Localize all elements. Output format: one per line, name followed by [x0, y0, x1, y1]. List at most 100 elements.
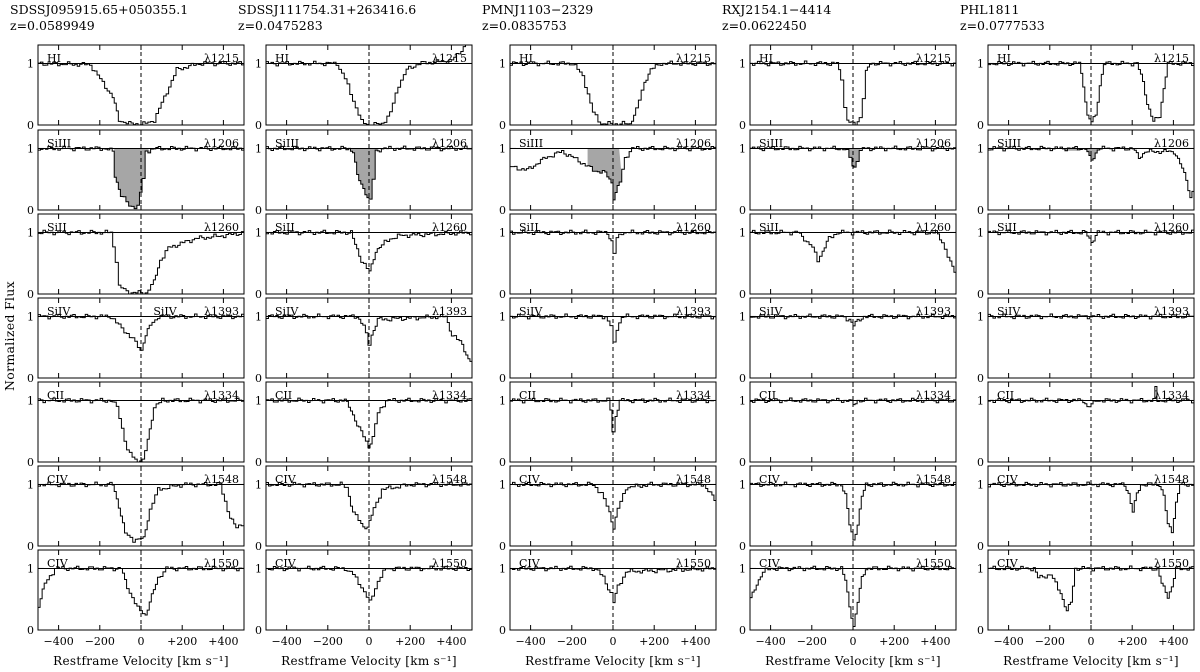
ion-label: CII	[759, 389, 776, 402]
spectrum-line	[38, 565, 244, 616]
spectrum-line	[750, 313, 956, 327]
wavelength-label: λ1260	[916, 221, 951, 234]
wavelength-label: λ1550	[916, 557, 951, 570]
y-tick-label: 0	[977, 119, 984, 132]
spectrum-panel: 0 1 HI λ1215	[977, 44, 1195, 132]
ion-label: SiIV	[519, 305, 543, 318]
spectrum-line	[750, 145, 956, 168]
wavelength-label: λ1260	[204, 221, 239, 234]
ion-label: CIV	[275, 557, 297, 570]
sightline-redshift: z=0.0777533	[960, 18, 1045, 33]
y-tick-label: 1	[499, 57, 506, 70]
x-tick-label: 0	[850, 635, 857, 648]
x-tick-label: +200	[1117, 635, 1147, 648]
y-tick-label: 0	[27, 372, 34, 385]
ion-label: CIV	[759, 557, 781, 570]
spectrum-panel: 0 1 SiII λ1260	[27, 213, 245, 301]
spectrum-panel: 0 1 SiII λ1260	[499, 213, 717, 301]
wavelength-label: λ1393	[1154, 305, 1189, 318]
spectrum-panel: 0 1 CII λ1334	[499, 381, 717, 469]
spectrum-line	[510, 229, 716, 254]
ion-label: CIV	[997, 557, 1019, 570]
y-tick-label: 1	[27, 562, 34, 575]
spectrum-line	[510, 313, 716, 343]
spectrum-panel: 0 1 SiIII λ1206	[739, 129, 957, 217]
y-tick-label: 1	[499, 310, 506, 323]
y-tick-label: 0	[739, 624, 746, 637]
y-tick-label: 0	[977, 456, 984, 469]
ion-label: CIV	[519, 473, 541, 486]
spectrum-panel: 0 1 CIV λ1550	[255, 549, 473, 637]
sightline-name: SDSSJ111754.31+263416.6	[238, 2, 416, 17]
ion-label: SiIII	[275, 137, 299, 150]
spectrum-panel: 0 1 CIV λ1548	[499, 465, 717, 553]
spectrum-panel: 0 1 SiIV λ1393	[739, 297, 957, 385]
spectrum-line	[266, 229, 472, 272]
spectrum-panel: 0 1 CII λ1334	[739, 381, 957, 469]
spectrum-line	[266, 313, 472, 362]
y-tick-label: 1	[27, 478, 34, 491]
y-tick-label: 1	[739, 57, 746, 70]
wavelength-label: λ1548	[916, 473, 951, 486]
spectrum-line	[266, 145, 472, 200]
y-tick-label: 1	[255, 562, 262, 575]
ion-label: HI	[519, 52, 533, 65]
y-tick-label: 1	[739, 562, 746, 575]
y-tick-label: 1	[255, 226, 262, 239]
x-tick-label: +200	[395, 635, 425, 648]
y-tick-label: 1	[499, 226, 506, 239]
spectrum-line	[38, 313, 244, 351]
wavelength-label: λ1334	[916, 389, 951, 402]
ion-label: HI	[759, 52, 773, 65]
y-tick-label: 0	[255, 288, 262, 301]
x-tick-label: −200	[313, 635, 343, 648]
y-tick-label: 0	[739, 119, 746, 132]
y-tick-label: 0	[499, 624, 506, 637]
spectrum-line	[750, 565, 956, 627]
ion-label: CII	[275, 389, 292, 402]
spectrum-line	[988, 145, 1194, 199]
wavelength-label: λ1393	[432, 305, 467, 318]
x-tick-label: −400	[993, 635, 1023, 648]
x-tick-label: +200	[879, 635, 909, 648]
y-tick-label: 1	[977, 310, 984, 323]
x-tick-label: +400	[680, 635, 710, 648]
spectrum-line	[38, 61, 244, 125]
y-tick-label: 1	[499, 478, 506, 491]
y-tick-label: 0	[499, 372, 506, 385]
spectrum-panel: 0 1 CIV λ1548	[255, 465, 473, 553]
ion-label: SiIV	[759, 305, 783, 318]
wavelength-label: λ1550	[432, 557, 467, 570]
wavelength-label: λ1206	[916, 137, 951, 150]
y-tick-label: 0	[255, 540, 262, 553]
x-axis-label: Restframe Velocity [km s⁻¹]	[765, 654, 941, 668]
x-tick-label: −400	[271, 635, 301, 648]
spectrum-panel: 0 1 SiIV λ1393	[499, 297, 717, 385]
y-tick-label: 1	[739, 478, 746, 491]
y-tick-label: 0	[499, 456, 506, 469]
y-tick-label: 1	[255, 142, 262, 155]
wavelength-label: λ1550	[1154, 557, 1189, 570]
y-tick-label: 0	[977, 624, 984, 637]
spectrum-panel: 0 1 HI λ1215	[499, 44, 717, 132]
ion-label: SiIV	[47, 305, 71, 318]
y-tick-label: 0	[739, 456, 746, 469]
y-tick-label: 1	[739, 226, 746, 239]
wavelength-label: λ1215	[676, 52, 711, 65]
y-tick-label: 0	[27, 204, 34, 217]
spectrum-panel: 0 1 SiIV λ1393	[977, 297, 1195, 385]
spectrum-panel: 0 1 SiIII λ1206	[977, 129, 1195, 217]
absorption-shading	[587, 148, 623, 200]
spectrum-line	[750, 397, 956, 406]
wavelength-label: λ1334	[1154, 389, 1189, 402]
x-tick-label: +400	[920, 635, 950, 648]
spectrum-line	[988, 565, 1194, 612]
spectrum-line	[38, 229, 244, 294]
y-tick-label: 0	[27, 624, 34, 637]
y-tick-label: 1	[739, 394, 746, 407]
y-tick-label: 0	[255, 456, 262, 469]
ion-label: SiII	[519, 221, 539, 234]
wavelength-label: λ1334	[676, 389, 711, 402]
y-tick-label: 1	[255, 57, 262, 70]
wavelength-label: λ1260	[1154, 221, 1189, 234]
